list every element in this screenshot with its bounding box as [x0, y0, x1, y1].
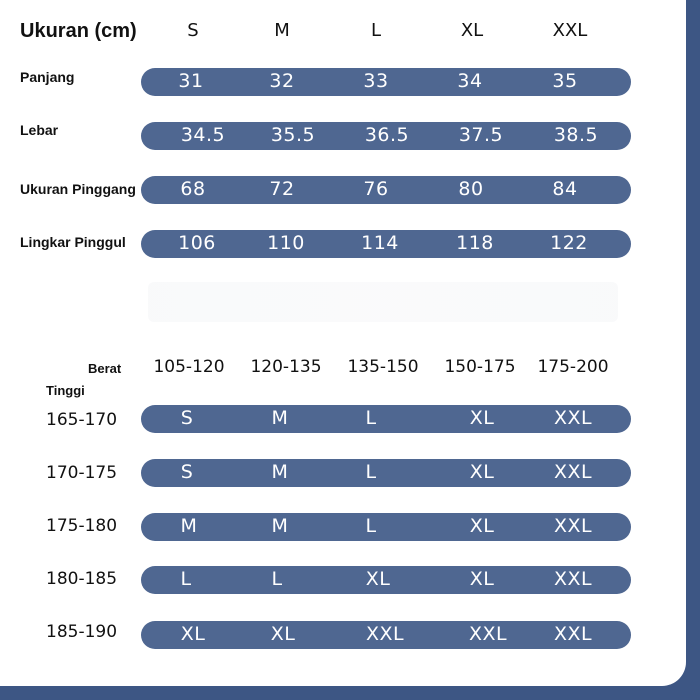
recommendation-bar: S M L XL XXL	[141, 459, 631, 487]
measurement-cell: 31	[178, 70, 204, 92]
measurement-cell: 34	[457, 70, 483, 92]
size-cell: L	[365, 461, 377, 483]
size-cell: L	[365, 515, 377, 537]
size-cell: XXL	[468, 623, 508, 645]
size-cell: XXL	[553, 515, 593, 537]
size-cell: XL	[270, 623, 296, 645]
faded-area	[148, 282, 618, 322]
measurement-bar: 31 32 33 34 35	[141, 68, 631, 96]
size-cell: XXL	[553, 623, 593, 645]
measurement-cell: 114	[361, 232, 399, 254]
measurement-cell: 37.5	[458, 124, 504, 146]
size-cell: XL	[180, 623, 206, 645]
size-header-xl: XL	[460, 20, 484, 41]
measurement-cell: 38.5	[553, 124, 599, 146]
row-label-ukuran-pinggang: Ukuran Pinggang	[20, 181, 136, 197]
height-label: 170-175	[46, 463, 118, 483]
measurement-cell: 35	[552, 70, 578, 92]
height-axis-label: Tinggi	[46, 383, 85, 398]
height-label: 180-185	[46, 569, 118, 589]
row-label-lingkar-pinggul: Lingkar Pinggul	[20, 234, 126, 250]
size-cell: L	[180, 568, 192, 590]
size-table-title: Ukuran (cm)	[20, 20, 137, 42]
recommendation-bar: M M L XL XXL	[141, 513, 631, 541]
row-label-panjang: Panjang	[20, 69, 75, 85]
weight-header: 135-150	[347, 357, 419, 377]
height-label: 165-170	[46, 410, 118, 430]
size-header-m: M	[274, 20, 290, 41]
size-cell: XL	[469, 461, 495, 483]
height-label: 175-180	[46, 516, 118, 536]
measurement-bar: 34.5 35.5 36.5 37.5 38.5	[141, 122, 631, 150]
size-cell: L	[271, 568, 283, 590]
measurement-cell: 118	[456, 232, 494, 254]
size-header-l: L	[370, 20, 382, 41]
weight-header: 150-175	[444, 357, 516, 377]
size-cell: XL	[365, 568, 391, 590]
measurement-cell: 122	[550, 232, 588, 254]
measurement-bar: 106 110 114 118 122	[141, 230, 631, 258]
size-cell: S	[180, 407, 194, 429]
size-cell: L	[365, 407, 377, 429]
size-cell: XXL	[553, 407, 593, 429]
weight-header: 105-120	[153, 357, 225, 377]
size-cell: XXL	[553, 568, 593, 590]
recommendation-bar: L L XL XL XXL	[141, 566, 631, 594]
measurement-cell: 110	[267, 232, 305, 254]
size-cell: S	[180, 461, 194, 483]
size-cell: XL	[469, 407, 495, 429]
size-cell: M	[271, 407, 289, 429]
measurement-cell: 80	[458, 178, 484, 200]
size-cell: XL	[469, 568, 495, 590]
size-cell: M	[180, 515, 198, 537]
size-cell: XXL	[365, 623, 405, 645]
recommendation-bar: XL XL XXL XXL XXL	[141, 621, 631, 649]
size-chart-card: Ukuran (cm) S M L XL XXL Panjang 31 32 3…	[0, 0, 686, 686]
measurement-cell: 106	[178, 232, 216, 254]
measurement-cell: 35.5	[270, 124, 316, 146]
measurement-cell: 68	[180, 178, 206, 200]
measurement-cell: 76	[363, 178, 389, 200]
recommendation-bar: S M L XL XXL	[141, 405, 631, 433]
weight-axis-label: Berat	[88, 361, 122, 376]
size-cell: M	[271, 515, 289, 537]
height-label: 185-190	[46, 622, 118, 642]
size-header-row: Ukuran (cm) S M L XL XXL	[0, 14, 686, 50]
measurement-bar: 68 72 76 80 84	[141, 176, 631, 204]
measurement-cell: 34.5	[180, 124, 226, 146]
measurement-cell: 33	[363, 70, 389, 92]
measurement-cell: 36.5	[364, 124, 410, 146]
measurement-cell: 32	[269, 70, 295, 92]
size-header-xxl: XXL	[552, 20, 588, 41]
row-label-lebar: Lebar	[20, 122, 59, 138]
size-cell: M	[271, 461, 289, 483]
size-header-s: S	[187, 20, 199, 41]
size-cell: XXL	[553, 461, 593, 483]
measurement-cell: 72	[269, 178, 295, 200]
size-cell: XL	[469, 515, 495, 537]
weight-header: 120-135	[250, 357, 322, 377]
measurement-cell: 84	[552, 178, 578, 200]
weight-header: 175-200	[537, 357, 609, 377]
